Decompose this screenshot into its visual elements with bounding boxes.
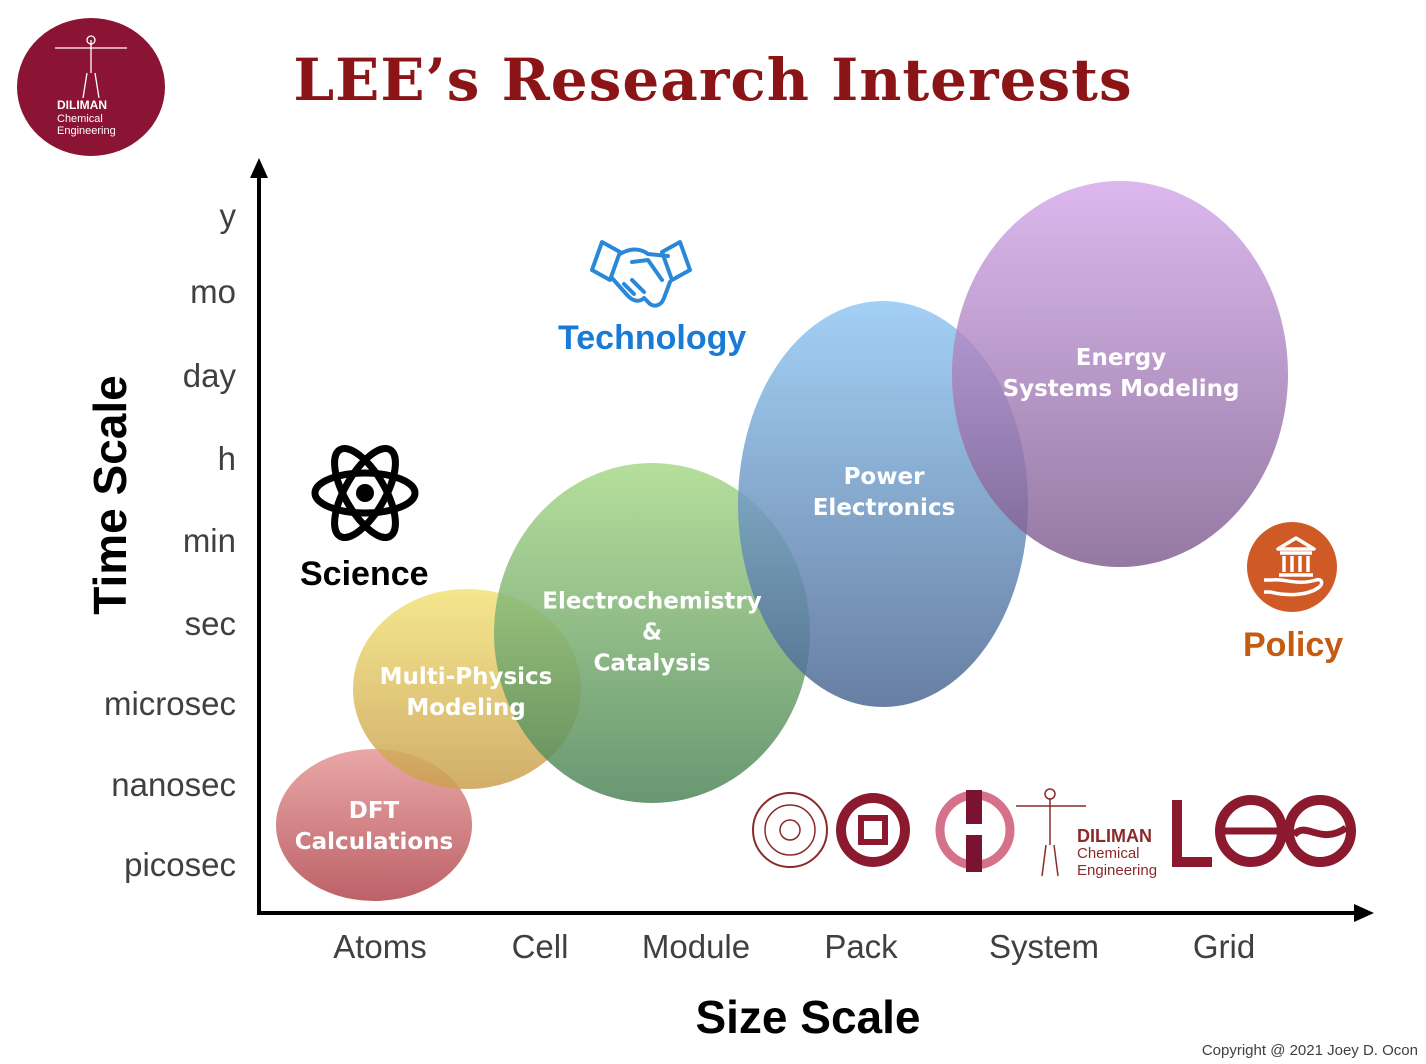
technology-label: Technology: [558, 319, 747, 357]
policy-icon: [1247, 522, 1337, 612]
atom-icon: [311, 445, 419, 541]
lee-logo: [1172, 795, 1356, 867]
footer-engineering: Engineering: [1077, 862, 1158, 879]
bubble-label-line: Power: [843, 464, 925, 490]
logo-text-chemical-engineering: Chemical Engineering: [57, 113, 116, 137]
bubble-dft-calculations: [276, 749, 472, 901]
y-tick-microsec: microsec: [103, 685, 236, 722]
bubble-label-line: Energy: [1075, 345, 1167, 371]
handshake-icon: [590, 240, 692, 308]
y-axis-title: Time Scale: [84, 375, 136, 615]
x-tick-module: Module: [641, 928, 751, 965]
y-tick-y: y: [219, 197, 237, 234]
x-tick-grid: Grid: [1192, 928, 1256, 965]
bubble-label-power-electronics: Power Electronics: [813, 462, 956, 524]
y-tick-mo: mo: [190, 273, 236, 310]
bubble-electrochemistry-catalysis: [494, 463, 810, 803]
y-axis-arrow: [250, 158, 268, 178]
y-tick-min: min: [182, 522, 236, 559]
bubble-label-line: Electrochemistry: [542, 588, 762, 615]
y-tick-sec: sec: [184, 605, 236, 642]
copyright-text: Copyright @ 2021 Joey D. Ocon: [1201, 1042, 1418, 1059]
bubble-label-line: Electronics: [812, 495, 956, 521]
bubble-label-line: Catalysis: [593, 650, 711, 677]
x-tick-atoms: Atoms: [333, 928, 427, 965]
policy-label: Policy: [1243, 626, 1344, 664]
y-tick-nanosec: nanosec: [111, 766, 236, 803]
footer-diliman-text: DILIMAN Chemical Engineering: [1077, 826, 1158, 879]
x-tick-pack: Pack: [824, 928, 898, 965]
logo-text-chemical: Chemical: [57, 113, 103, 125]
page-title: LEE’s Research Interests: [293, 46, 1133, 114]
y-tick-h: h: [217, 440, 236, 477]
bubble-label-electrochemistry: Electrochemistry & Catalysis: [542, 587, 761, 680]
diliman-logo: DILIMAN Chemical Engineering: [17, 18, 165, 156]
department-emblem-logo: [935, 790, 1015, 872]
y-tick-day: day: [182, 357, 236, 394]
bubble-label-multi-physics: Multi-Physics Modeling: [380, 662, 553, 724]
bubble-label-energy-systems: Energy Systems Modeling: [1003, 343, 1240, 405]
x-tick-system: System: [988, 928, 1100, 965]
college-of-engineering-seal-logo: [836, 793, 910, 867]
university-seal-logo: [752, 792, 828, 868]
y-tick-picosec: picosec: [124, 846, 236, 883]
x-axis-arrow: [1354, 904, 1374, 922]
logo-text-engineering: Engineering: [57, 125, 116, 137]
x-tick-cell: Cell: [511, 928, 569, 965]
bubble-label-line: Systems Modeling: [1002, 376, 1240, 402]
bubble-label-line: Calculations: [294, 829, 454, 855]
footer-diliman: DILIMAN: [1077, 826, 1152, 846]
logo-text-diliman: DILIMAN: [57, 98, 107, 112]
vitruvian-figure-icon: [55, 35, 127, 99]
footer-chemical: Chemical: [1077, 845, 1140, 862]
bubble-label-line: DFT: [348, 798, 400, 824]
bubble-label-line: &: [641, 619, 663, 646]
diliman-vitruvian-logo: [1016, 788, 1086, 877]
x-axis-title: Size Scale: [695, 991, 921, 1043]
bubble-label-line: Modeling: [406, 695, 526, 721]
science-label: Science: [300, 555, 429, 593]
bubble-label-dft: DFT Calculations: [295, 796, 453, 858]
bubble-label-line: Multi-Physics: [379, 664, 553, 690]
bubble-energy-systems-modeling: [952, 181, 1288, 567]
